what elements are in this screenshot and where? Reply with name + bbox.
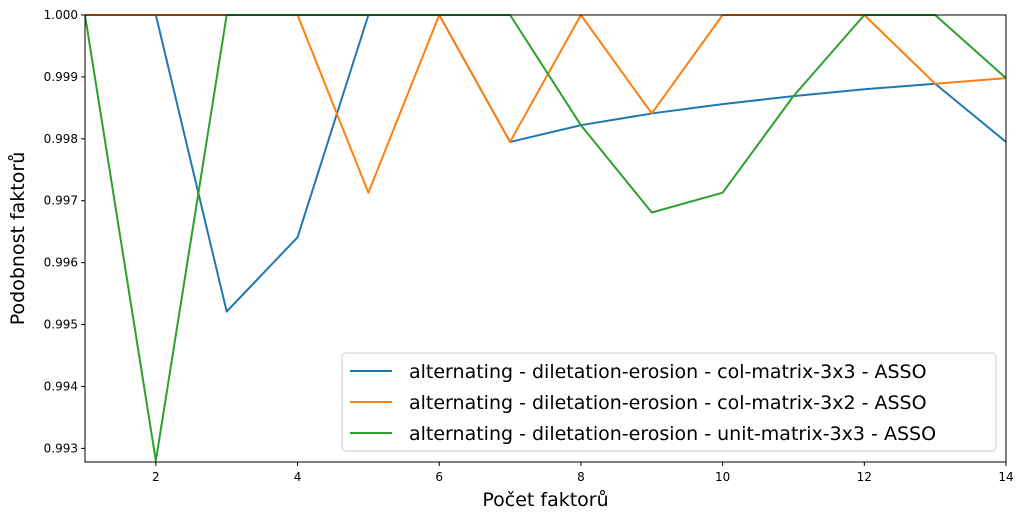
x-axis-title: Počet faktorů <box>482 489 608 511</box>
y-tick-label: 0.995 <box>44 318 78 332</box>
legend-label: alternating - diletation-erosion - unit-… <box>409 423 936 445</box>
y-tick-label: 0.999 <box>44 70 78 84</box>
y-tick-label: 0.994 <box>44 379 78 393</box>
legend: alternating - diletation-erosion - col-m… <box>341 352 997 452</box>
series-line-1 <box>85 14 1006 313</box>
x-tick-label: 12 <box>857 470 872 484</box>
x-tick-label: 8 <box>577 470 585 484</box>
x-tick-label: 10 <box>715 470 730 484</box>
plot-frame <box>84 14 1007 463</box>
y-tick-label: 0.996 <box>44 256 78 270</box>
y-tick-label: 0.997 <box>44 194 78 208</box>
x-tick-label: 6 <box>435 470 443 484</box>
legend-box <box>341 352 997 452</box>
legend-label: alternating - diletation-erosion - col-m… <box>409 361 927 383</box>
x-tick-label: 4 <box>294 470 302 484</box>
x-tick-label: 2 <box>152 470 160 484</box>
y-axis-ticks: 0.993 0.994 0.995 0.996 0.997 0.998 0.999 1.000 <box>44 8 85 455</box>
y-tick-label: 0.993 <box>44 441 78 455</box>
y-tick-label: 0.998 <box>44 132 78 146</box>
legend-label: alternating - diletation-erosion - col-m… <box>409 392 927 414</box>
y-axis-title: Podobnost faktorů <box>7 152 29 325</box>
y-tick-label: 1.000 <box>44 8 78 22</box>
x-axis-ticks: 2 4 6 8 10 12 14 <box>152 462 1014 484</box>
x-tick-label: 14 <box>998 470 1013 484</box>
